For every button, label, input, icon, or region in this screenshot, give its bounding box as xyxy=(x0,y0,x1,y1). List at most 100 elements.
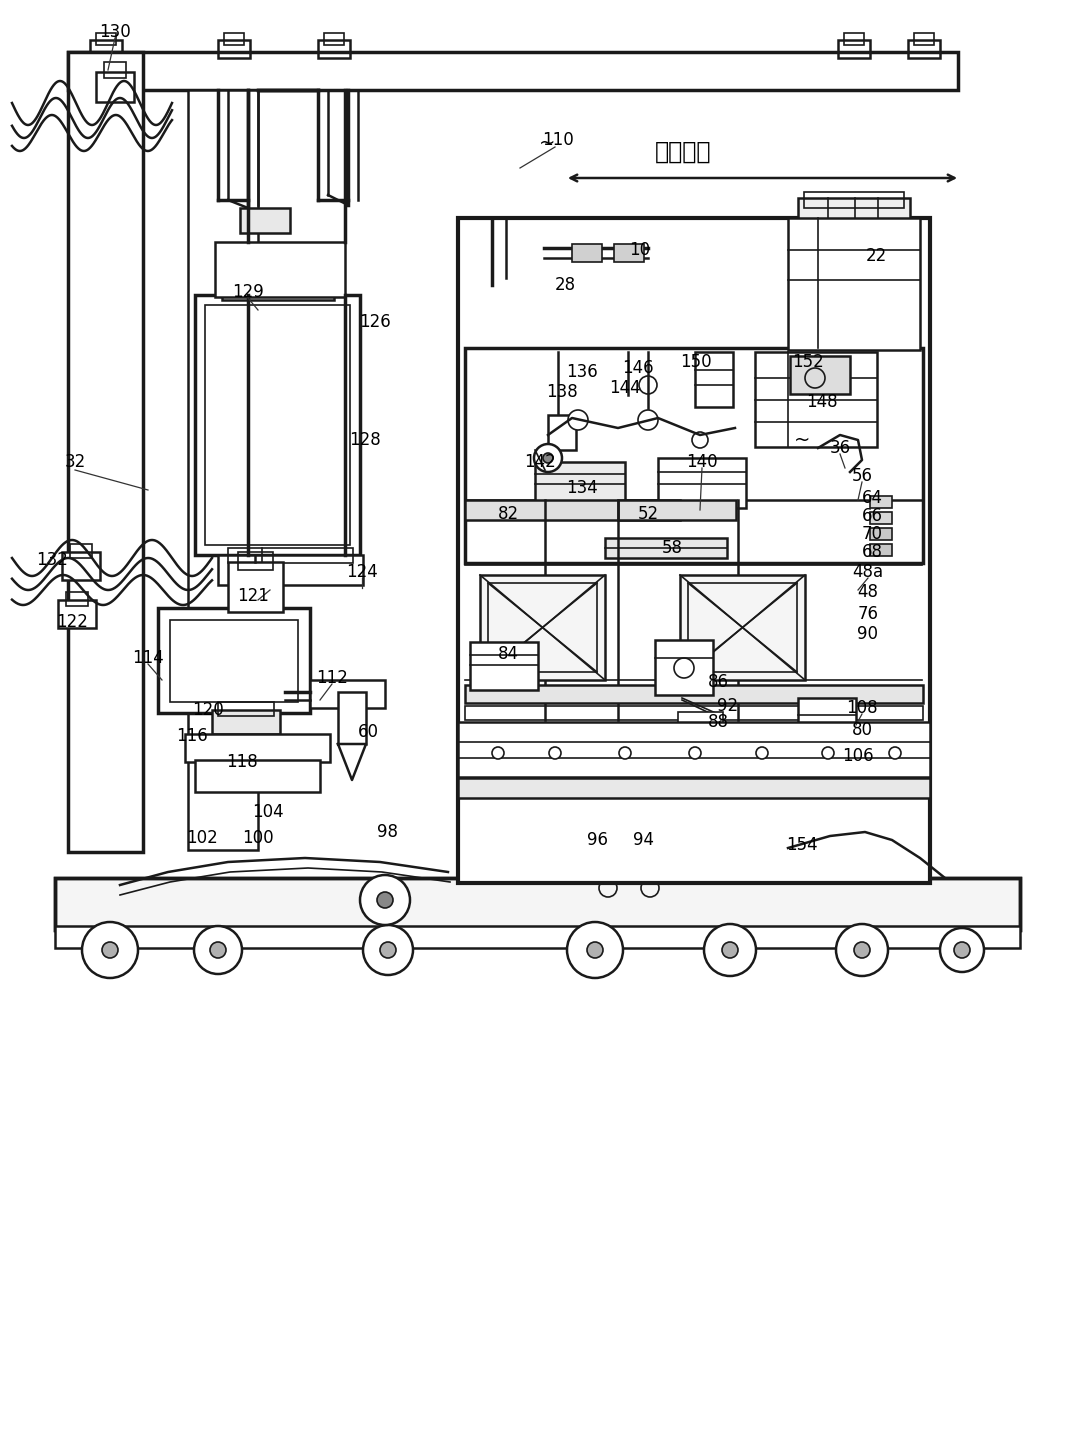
Bar xyxy=(228,562,283,613)
Bar xyxy=(488,582,597,672)
Bar xyxy=(797,198,910,250)
Bar xyxy=(535,462,625,508)
Bar xyxy=(195,295,360,555)
Text: 110: 110 xyxy=(542,131,574,150)
Circle shape xyxy=(363,925,413,975)
Text: 152: 152 xyxy=(792,352,824,371)
Text: 70: 70 xyxy=(861,525,882,544)
Text: 154: 154 xyxy=(787,835,818,854)
Bar xyxy=(658,457,746,508)
Bar xyxy=(186,733,330,762)
Bar xyxy=(695,352,733,407)
Text: 134: 134 xyxy=(566,479,598,498)
Bar xyxy=(310,680,385,707)
Bar xyxy=(680,575,805,680)
Bar xyxy=(914,33,934,45)
Circle shape xyxy=(674,659,694,677)
Text: 128: 128 xyxy=(349,431,381,449)
Bar xyxy=(755,352,877,447)
Text: 108: 108 xyxy=(846,699,878,718)
Bar xyxy=(218,40,250,58)
Bar xyxy=(90,40,122,58)
Circle shape xyxy=(889,746,901,759)
Text: 52: 52 xyxy=(638,505,659,523)
Text: 104: 104 xyxy=(252,802,284,821)
Bar xyxy=(678,712,723,733)
Text: 106: 106 xyxy=(842,746,873,765)
Bar xyxy=(218,555,363,585)
Bar xyxy=(458,722,930,777)
Text: 140: 140 xyxy=(686,453,718,472)
Bar xyxy=(58,600,95,628)
Bar xyxy=(68,52,143,851)
Bar xyxy=(790,357,850,394)
Bar xyxy=(55,879,1020,930)
Bar xyxy=(655,640,713,695)
Text: 130: 130 xyxy=(99,23,131,42)
Bar xyxy=(470,641,538,690)
Bar xyxy=(465,684,923,703)
Bar xyxy=(55,879,1020,930)
Circle shape xyxy=(822,746,834,759)
Text: 90: 90 xyxy=(857,626,879,643)
Circle shape xyxy=(940,928,984,972)
Circle shape xyxy=(567,922,623,978)
Circle shape xyxy=(837,925,888,976)
Text: 84: 84 xyxy=(498,646,519,663)
Bar xyxy=(104,62,126,78)
Bar xyxy=(480,575,605,680)
Text: 32: 32 xyxy=(64,453,86,472)
Bar xyxy=(804,193,904,209)
Circle shape xyxy=(376,892,393,907)
Circle shape xyxy=(380,942,396,958)
Text: 48a: 48a xyxy=(853,564,883,581)
Text: ~: ~ xyxy=(538,134,556,152)
Circle shape xyxy=(102,942,118,958)
Text: 122: 122 xyxy=(56,613,88,631)
Text: 100: 100 xyxy=(242,828,273,847)
Bar xyxy=(55,926,1020,948)
Bar xyxy=(71,544,92,558)
Text: ~: ~ xyxy=(793,430,810,450)
Bar xyxy=(228,548,353,564)
Text: 102: 102 xyxy=(187,828,218,847)
Bar xyxy=(215,242,345,298)
Text: 118: 118 xyxy=(226,754,258,771)
Text: 88: 88 xyxy=(707,713,728,731)
Bar xyxy=(870,544,892,557)
Text: 56: 56 xyxy=(852,467,872,485)
Text: 112: 112 xyxy=(316,669,348,687)
Text: 142: 142 xyxy=(524,453,556,472)
Text: 150: 150 xyxy=(680,352,712,371)
Bar xyxy=(222,280,334,301)
Bar xyxy=(238,552,273,569)
Text: 148: 148 xyxy=(806,393,838,411)
Text: 深度方向: 深度方向 xyxy=(655,139,712,164)
Polygon shape xyxy=(339,743,366,779)
Circle shape xyxy=(704,925,756,976)
Bar xyxy=(844,33,864,45)
Bar xyxy=(170,620,298,702)
Bar xyxy=(240,209,290,233)
Text: 94: 94 xyxy=(634,831,654,848)
Text: 48: 48 xyxy=(857,582,879,601)
Text: 146: 146 xyxy=(622,360,654,377)
Bar xyxy=(318,40,350,58)
Text: 92: 92 xyxy=(717,697,739,715)
Circle shape xyxy=(542,453,553,463)
Bar xyxy=(618,500,736,521)
Bar xyxy=(458,778,930,798)
Bar xyxy=(870,496,892,508)
Text: 58: 58 xyxy=(662,539,682,557)
Text: 96: 96 xyxy=(587,831,609,848)
Text: 98: 98 xyxy=(378,823,398,841)
Text: 124: 124 xyxy=(346,564,378,581)
Bar xyxy=(838,40,870,58)
Bar xyxy=(870,512,892,523)
Bar xyxy=(908,40,940,58)
Circle shape xyxy=(569,410,588,430)
Bar xyxy=(324,33,344,45)
Circle shape xyxy=(954,942,970,958)
Bar xyxy=(218,702,275,716)
Bar xyxy=(205,305,350,545)
